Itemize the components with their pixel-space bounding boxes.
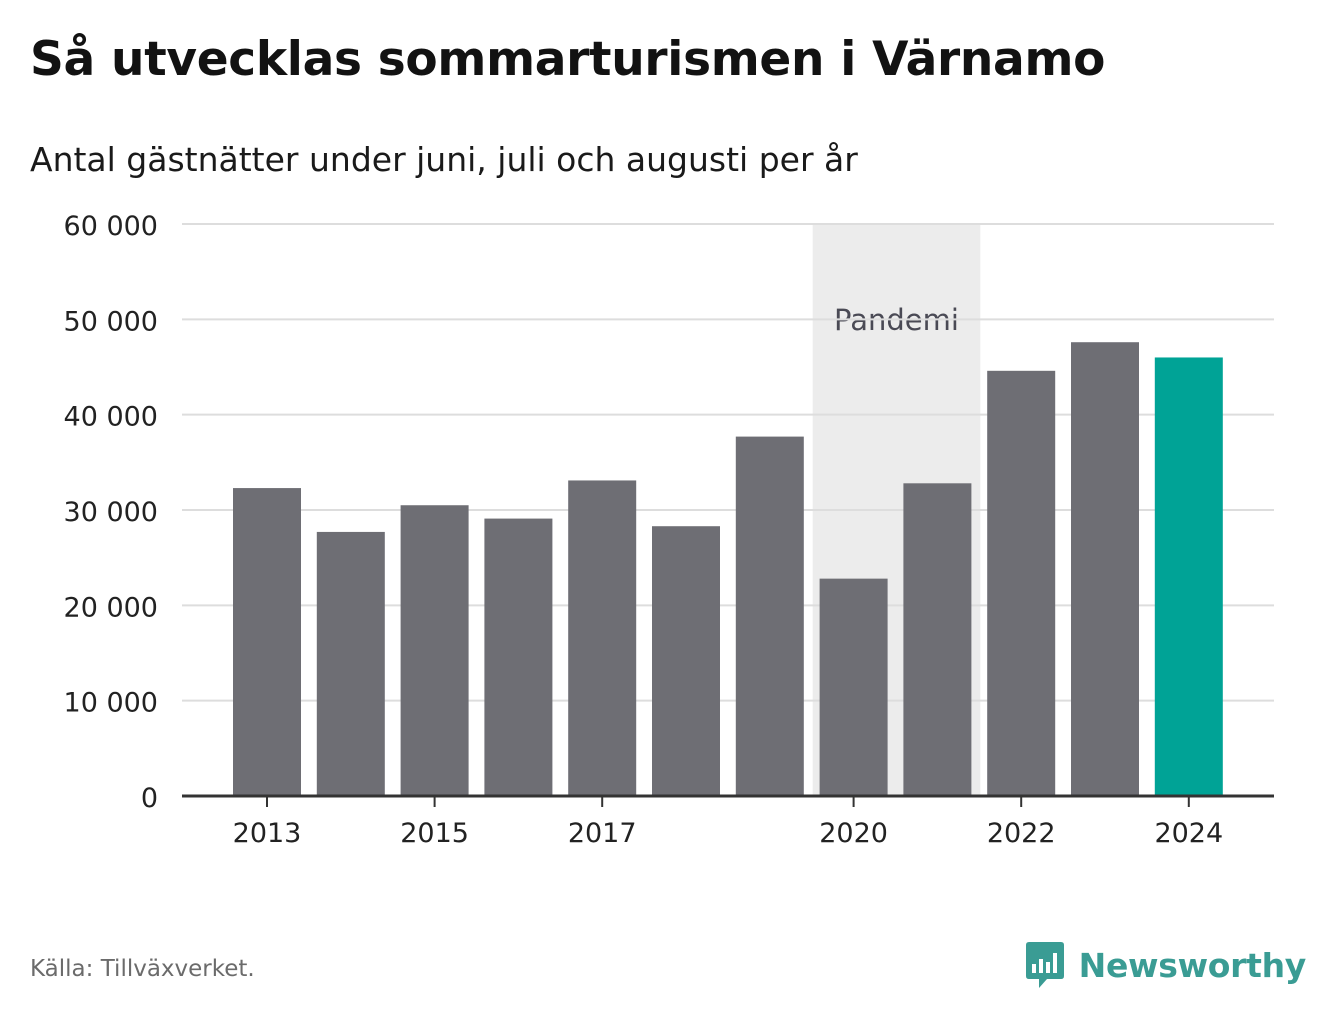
chart-subtitle: Antal gästnätter under juni, juli och au… [30, 140, 858, 179]
y-tick-label: 10 000 [64, 688, 158, 719]
x-tick-label: 2013 [233, 818, 302, 849]
y-tick-label: 30 000 [64, 497, 158, 528]
bar-2019 [735, 436, 804, 796]
bar-2013 [233, 488, 301, 796]
source-note: Källa: Tillväxverket. [30, 956, 255, 982]
y-tick-label: 0 [141, 783, 158, 814]
bar-2021 [903, 483, 972, 796]
bar-2020 [819, 578, 888, 796]
x-tick-label: 2015 [400, 818, 469, 849]
bar-2023 [1071, 342, 1139, 796]
y-tick-label: 50 000 [64, 306, 158, 337]
axes [182, 794, 1274, 807]
bar-2022 [987, 370, 1056, 796]
bar-2015 [400, 505, 469, 796]
chart-title: Så utvecklas sommarturismen i Värnamo [30, 32, 1106, 87]
axis-labels: 0 10 000 20 000 30 000 40 000 50 000 60 000 201… [64, 211, 1224, 849]
bar-2017 [568, 480, 637, 796]
y-tick-label: 60 000 [64, 211, 158, 242]
bar-2024 [1154, 357, 1223, 796]
brand-logo: Newsworthy [1025, 940, 1306, 990]
newsworthy-bar-chart-icon [1025, 942, 1064, 988]
brand-name: Newsworthy [1078, 945, 1307, 985]
bars [233, 342, 1223, 796]
y-tick-label: 40 000 [64, 402, 158, 433]
x-tick-label: 2024 [1154, 818, 1223, 849]
bar-2014 [316, 531, 385, 796]
x-tick-label: 2022 [987, 818, 1056, 849]
x-tick-label: 2017 [568, 818, 637, 849]
bar-2018 [652, 526, 720, 796]
bar-2016 [484, 518, 553, 796]
x-tick-label: 2020 [819, 818, 888, 849]
y-tick-label: 20 000 [64, 592, 158, 623]
